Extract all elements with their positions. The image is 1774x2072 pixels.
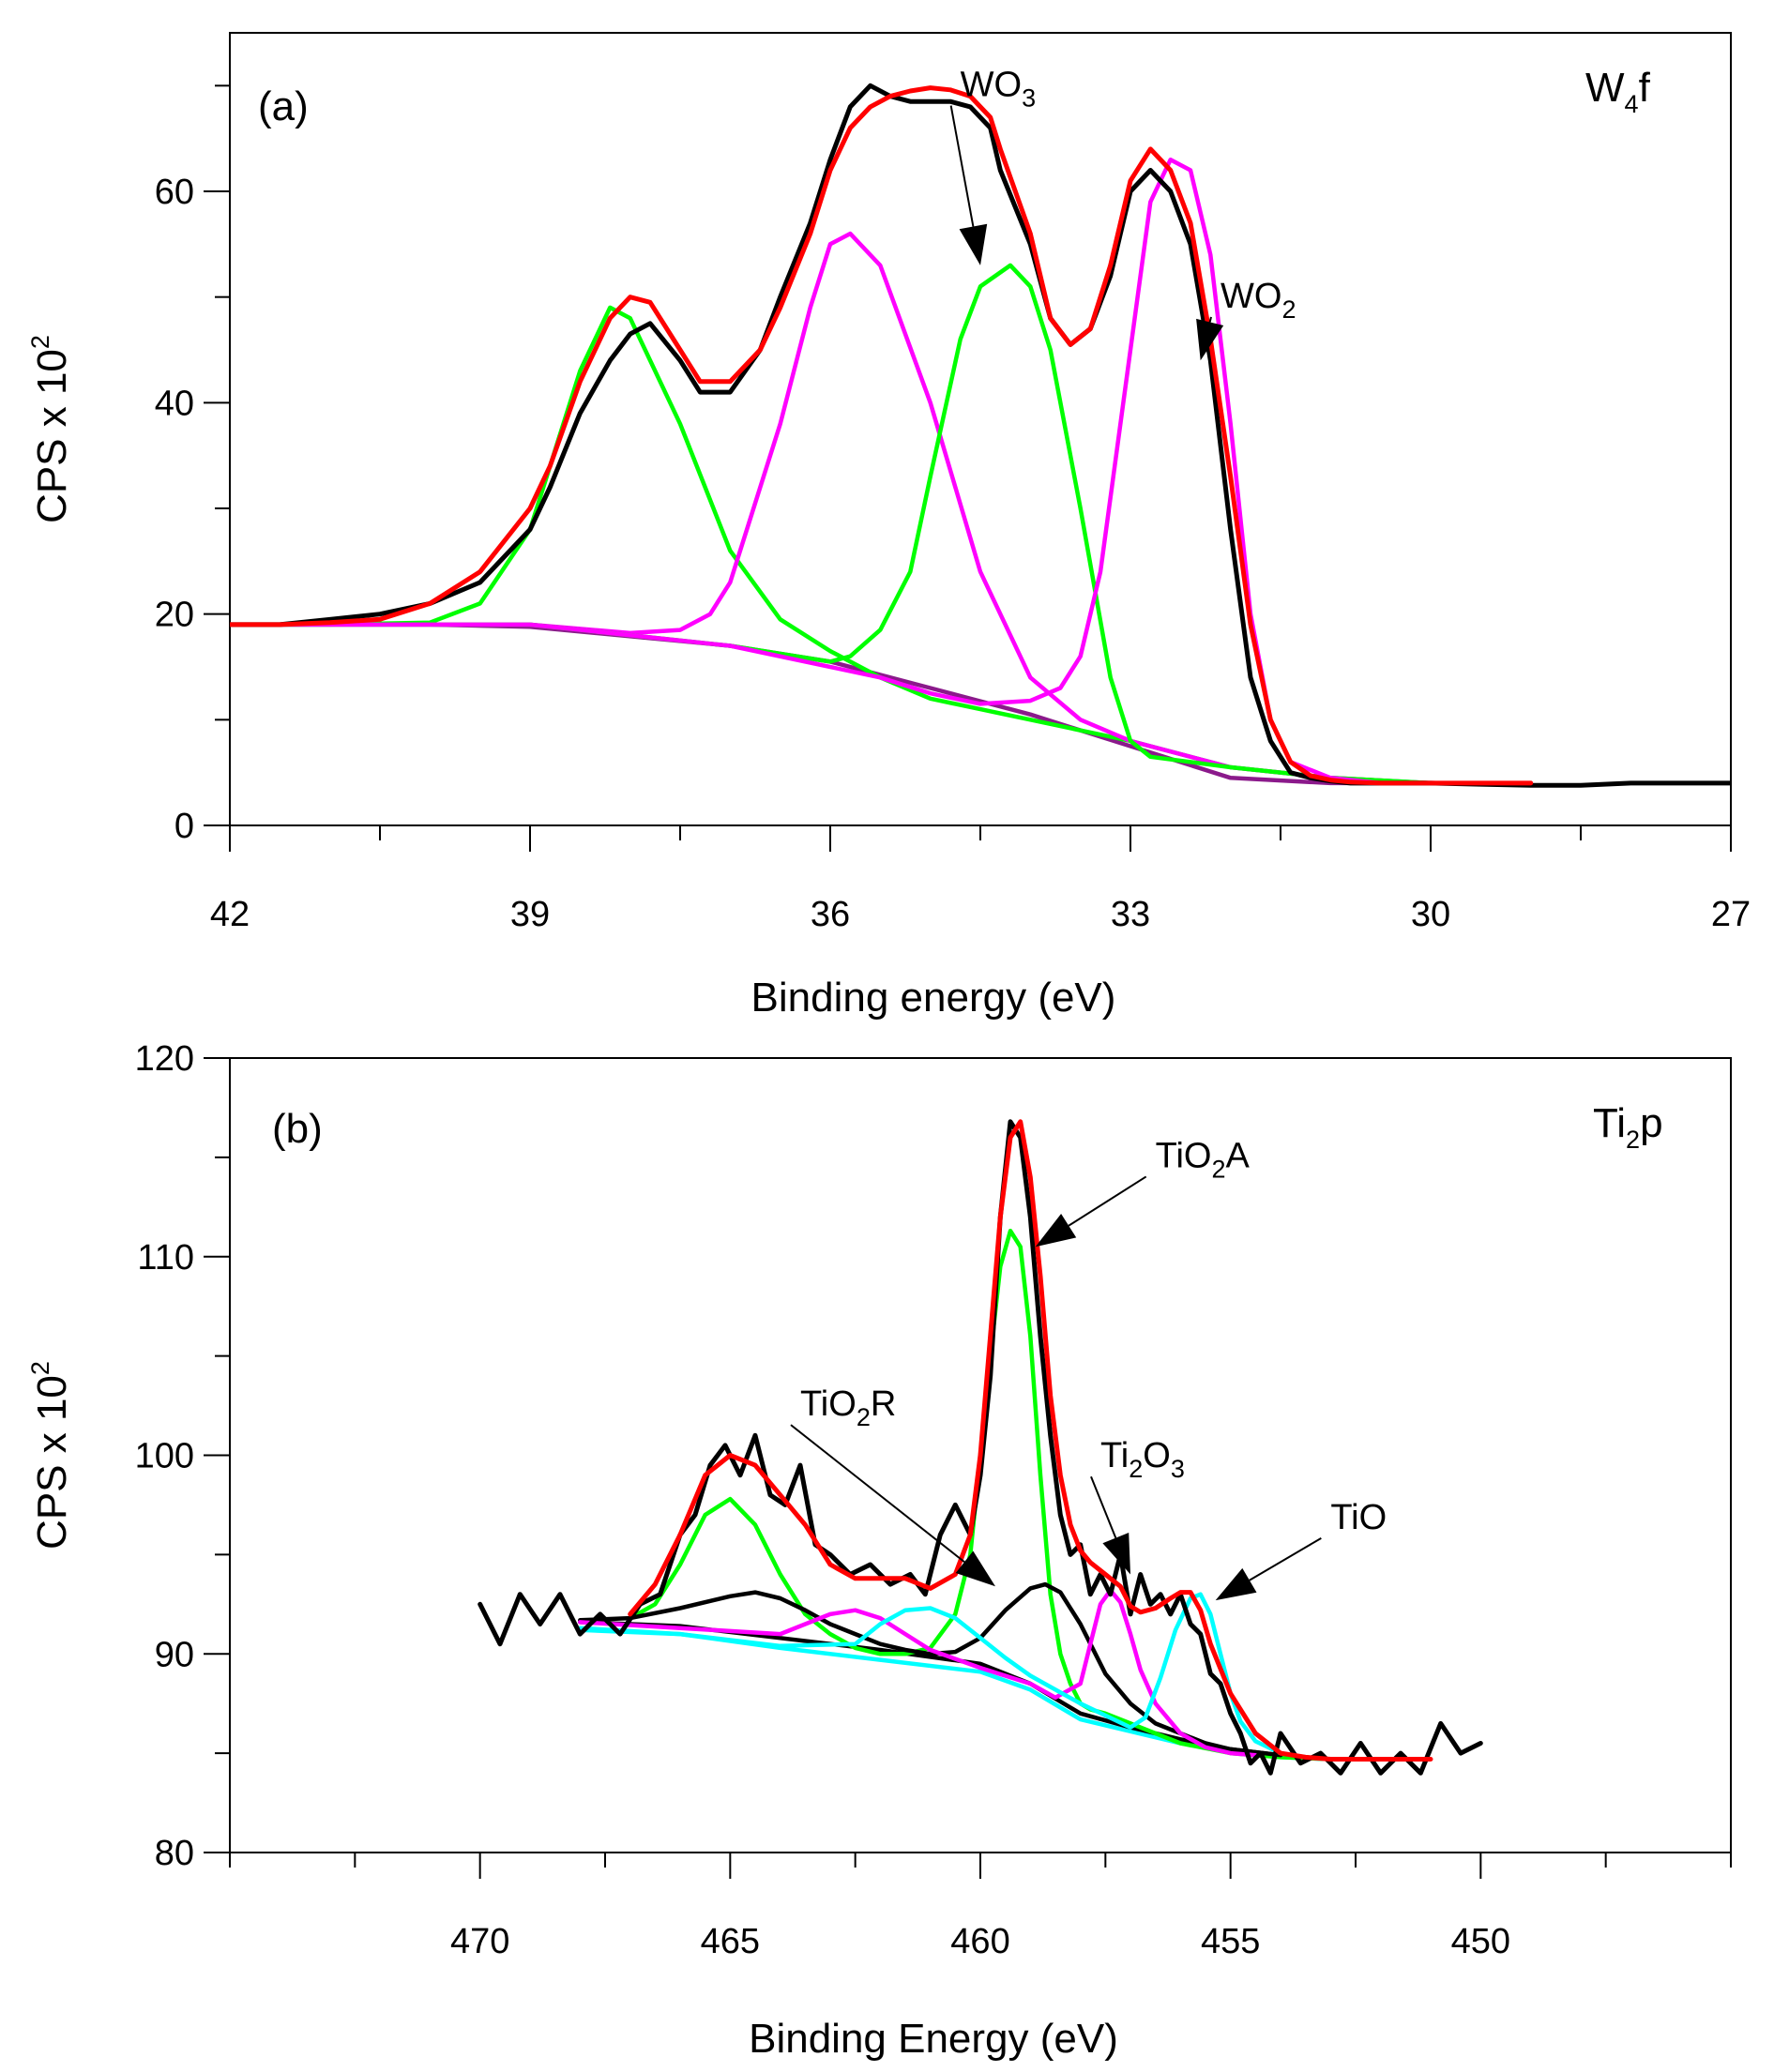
y-tick-label: 120 (135, 1039, 194, 1079)
annotation-text: Ti (1100, 1436, 1129, 1475)
annotation-label: TiO2A (1156, 1136, 1251, 1183)
series-experimental (478, 1119, 1483, 1776)
annotation-subscript: 2 (1129, 1455, 1143, 1483)
annotation-text: TiO (800, 1384, 857, 1424)
x-tick-label: 450 (1451, 1922, 1510, 1961)
y-tick-label: 100 (135, 1437, 194, 1476)
x-tick-label: 27 (1711, 895, 1751, 934)
annotation-label: TiO2R (800, 1384, 896, 1431)
panel-b: 470 465 460 455 450 80 90 100 110 120 Binding Ener… (26, 1039, 1732, 2062)
y-tick-label: 90 (155, 1635, 194, 1674)
annotation-arrow-line (949, 105, 975, 227)
core-level-label: Ti2p (1593, 1100, 1663, 1154)
annotation-arrow-line (790, 1424, 965, 1564)
x-tick-label: 30 (1411, 895, 1450, 934)
series-fit-envelope (628, 1119, 1433, 1762)
series-tio2-r-component-black (578, 1581, 1283, 1758)
core-level-element: Ti (1593, 1100, 1626, 1146)
x-tick-label: 42 (210, 895, 250, 934)
annotation-arrowhead (1215, 1567, 1257, 1601)
series-component-2-magenta (230, 231, 1533, 786)
annotation-arrowhead (1196, 318, 1224, 361)
core-level-element: W (1585, 65, 1625, 111)
annotation-label: TiO (1330, 1498, 1387, 1537)
y-axis-title: CPS x 102 (26, 1361, 75, 1550)
annotation-arrowhead (959, 223, 988, 265)
annotation-arrowhead (1035, 1214, 1077, 1248)
annotation-subscript: 3 (1022, 84, 1036, 113)
x-tick-label: 460 (950, 1922, 1009, 1961)
annotation-suffix: R (871, 1384, 896, 1424)
series-component-3-green (230, 263, 1533, 786)
y-tick-label: 80 (155, 1834, 194, 1873)
y-tick-label: 60 (155, 173, 194, 212)
y-axis-title: CPS x 102 (26, 335, 75, 523)
plot-frame (229, 32, 1732, 826)
y-tick-label: 40 (155, 384, 194, 423)
annotation-label: WO2 (1221, 277, 1296, 324)
x-tick-label: 39 (510, 895, 550, 934)
y-axis-title-text: CPS x 10 (29, 349, 75, 523)
series-background-purple (230, 622, 1533, 786)
series-experimental (230, 83, 1731, 788)
annotation-label: Ti2O3 (1100, 1436, 1185, 1483)
x-tick-label: 465 (701, 1922, 760, 1961)
series-fit-envelope (230, 85, 1534, 786)
annotation-text: WO (1221, 277, 1281, 316)
annotation-suffix: O (1143, 1436, 1171, 1475)
annotation-arrow-line (1208, 316, 1212, 323)
y-axis-title-text: CPS x 10 (29, 1375, 75, 1550)
annotation-arrow-line (1068, 1175, 1147, 1227)
core-level-subscript: 4 (1625, 90, 1639, 118)
core-level-orbital: f (1639, 65, 1651, 111)
series-tio-component-cyan (578, 1592, 1333, 1762)
annotation-text: TiO (1330, 1498, 1387, 1537)
y-tick-label: 0 (174, 807, 194, 846)
panel-label: (a) (258, 83, 309, 129)
core-level-label: W4f (1585, 65, 1651, 118)
annotation-text: TiO (1156, 1136, 1212, 1175)
annotation-text: WO (961, 66, 1022, 105)
annotation-arrow-line (1090, 1475, 1117, 1538)
y-tick-label: 110 (137, 1238, 194, 1278)
annotation-subscript: 2 (1281, 295, 1296, 324)
annotation-subscript: 2 (857, 1403, 871, 1431)
y-axis-title-exponent: 2 (26, 1361, 54, 1375)
core-level-subscript: 2 (1626, 1126, 1640, 1154)
x-tick-label: 36 (811, 895, 850, 934)
annotation-label: WO3 (961, 66, 1036, 113)
annotation-arrowhead (1102, 1533, 1130, 1575)
annotation-arrow-line (1249, 1536, 1322, 1581)
panel-label: (b) (272, 1106, 323, 1152)
series-component-4-magenta (230, 157, 1533, 786)
x-tick-label: 33 (1111, 895, 1150, 934)
core-level-orbital: p (1640, 1100, 1662, 1146)
y-tick-label: 20 (155, 596, 194, 635)
y-axis-title-exponent: 2 (26, 335, 54, 349)
x-axis-title: Binding Energy (eV) (749, 2016, 1118, 2062)
series-component-1-green (230, 305, 1533, 786)
series-ti2o3-component-magenta (578, 1588, 1258, 1758)
x-tick-label: 470 (450, 1922, 509, 1961)
x-axis-title: Binding energy (eV) (751, 975, 1116, 1021)
annotation-arrowhead (955, 1550, 995, 1587)
annotation-suffix-subscript: 3 (1171, 1455, 1185, 1483)
x-tick-label: 455 (1201, 1922, 1260, 1961)
annotation-suffix: A (1226, 1136, 1251, 1175)
annotation-subscript: 2 (1211, 1155, 1225, 1183)
